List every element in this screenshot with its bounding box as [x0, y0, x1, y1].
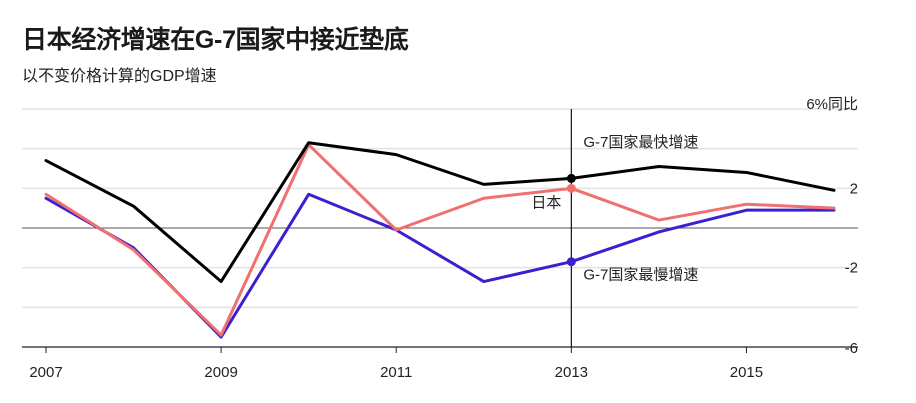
- series-markers: [566, 173, 576, 267]
- x-tick-label: 2015: [730, 364, 763, 381]
- series-line-0: [44, 141, 836, 284]
- x-axis-ticks: 2007 2009 2011 2013 2015: [29, 347, 763, 381]
- x-tick-label: 2009: [204, 364, 237, 381]
- grid-lines: [22, 108, 858, 309]
- chart-subtitle: 以不变价格计算的GDP增速: [22, 68, 217, 85]
- annotation-label: G-7国家最快增速: [583, 134, 698, 151]
- series-line-1: [44, 143, 836, 337]
- series-marker-0: [566, 173, 576, 183]
- annotation-label: 日本: [531, 194, 561, 211]
- series-lines: [44, 141, 836, 339]
- chart-title: 日本经济增速在G-7国家中接近垫底: [22, 26, 409, 54]
- x-tick-label: 2011: [380, 364, 412, 381]
- y-tick-label: -2: [845, 260, 858, 277]
- x-tick-label: 2013: [555, 364, 588, 381]
- y-tick-label: 2: [850, 180, 858, 197]
- annotation-label: G-7国家最慢增速: [583, 267, 698, 284]
- series-marker-2: [566, 257, 576, 267]
- y-axis-ticks: 6%同比 2 -2 -6: [806, 96, 858, 357]
- y-tick-label: 6%同比: [806, 96, 858, 113]
- x-tick-label: 2007: [29, 364, 62, 381]
- series-marker-1: [566, 183, 576, 193]
- y-tick-label: -6: [845, 340, 858, 357]
